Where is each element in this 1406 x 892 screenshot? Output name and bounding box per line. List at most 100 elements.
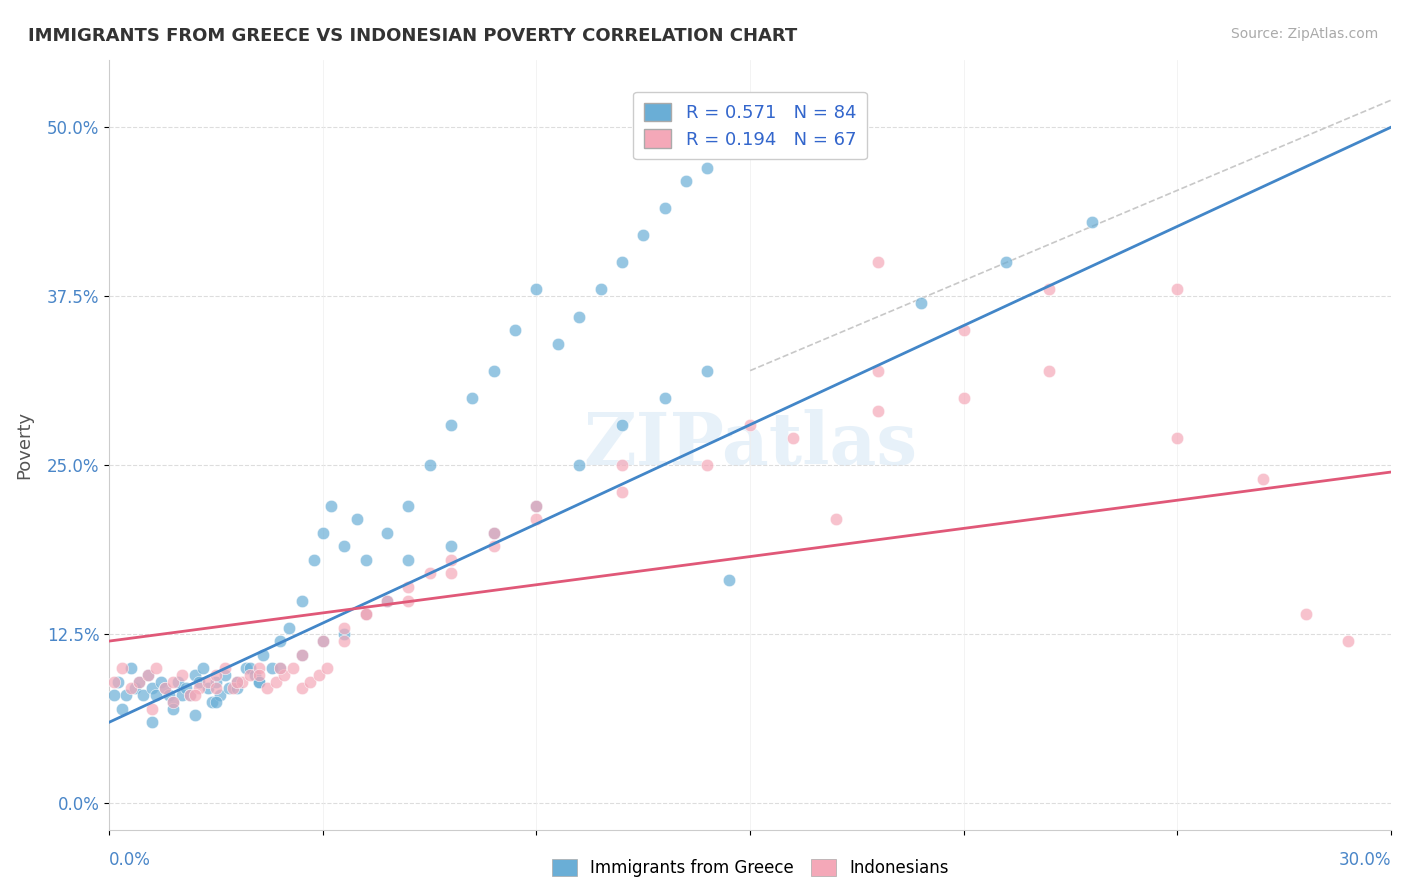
Point bbox=[247, 674, 270, 689]
Point bbox=[654, 202, 676, 216]
Point bbox=[375, 593, 398, 607]
Point bbox=[482, 363, 505, 377]
Point bbox=[222, 681, 245, 696]
Point bbox=[162, 701, 184, 715]
Point bbox=[1295, 607, 1317, 621]
Point bbox=[308, 668, 330, 682]
Point bbox=[610, 255, 633, 269]
Point bbox=[333, 621, 356, 635]
Point bbox=[1166, 431, 1188, 445]
Point bbox=[1166, 283, 1188, 297]
Point bbox=[269, 634, 291, 648]
Point bbox=[1081, 215, 1104, 229]
Point bbox=[696, 458, 718, 473]
Text: Source: ZipAtlas.com: Source: ZipAtlas.com bbox=[1230, 27, 1378, 41]
Point bbox=[1337, 634, 1360, 648]
Point bbox=[419, 566, 441, 581]
Point bbox=[396, 499, 419, 513]
Point bbox=[375, 525, 398, 540]
Text: 30.0%: 30.0% bbox=[1339, 851, 1391, 869]
Point bbox=[952, 323, 974, 337]
Point bbox=[675, 174, 697, 188]
Point bbox=[526, 499, 548, 513]
Point bbox=[273, 668, 295, 682]
Point bbox=[107, 674, 129, 689]
Point bbox=[141, 681, 163, 696]
Point bbox=[183, 688, 205, 702]
Point bbox=[868, 404, 890, 418]
Point bbox=[696, 363, 718, 377]
Point bbox=[269, 661, 291, 675]
Point bbox=[1038, 363, 1060, 377]
Point bbox=[910, 296, 932, 310]
Point bbox=[174, 681, 197, 696]
Point bbox=[281, 661, 304, 675]
Point bbox=[333, 634, 356, 648]
Point bbox=[256, 681, 278, 696]
Point bbox=[247, 668, 270, 682]
Point bbox=[396, 593, 419, 607]
Point bbox=[503, 323, 526, 337]
Point bbox=[354, 607, 377, 621]
Point bbox=[482, 525, 505, 540]
Point bbox=[239, 661, 262, 675]
Point bbox=[440, 417, 463, 432]
Point bbox=[868, 363, 890, 377]
Point bbox=[277, 621, 299, 635]
Point bbox=[717, 573, 740, 587]
Point bbox=[141, 701, 163, 715]
Point bbox=[145, 688, 167, 702]
Point bbox=[145, 661, 167, 675]
Point bbox=[290, 648, 312, 662]
Point bbox=[526, 512, 548, 526]
Point bbox=[375, 593, 398, 607]
Point bbox=[183, 708, 205, 723]
Point bbox=[197, 681, 219, 696]
Point bbox=[868, 255, 890, 269]
Point bbox=[111, 661, 134, 675]
Point bbox=[633, 228, 655, 243]
Point bbox=[526, 499, 548, 513]
Point bbox=[1251, 472, 1274, 486]
Point bbox=[290, 593, 312, 607]
Point bbox=[153, 681, 176, 696]
Point bbox=[162, 674, 184, 689]
Point bbox=[264, 674, 287, 689]
Point bbox=[321, 499, 343, 513]
Point bbox=[166, 674, 188, 689]
Point bbox=[482, 525, 505, 540]
Point bbox=[170, 688, 193, 702]
Point bbox=[547, 336, 569, 351]
Point bbox=[197, 674, 219, 689]
Point bbox=[440, 540, 463, 554]
Point bbox=[124, 681, 146, 696]
Point bbox=[610, 458, 633, 473]
Point bbox=[290, 648, 312, 662]
Point bbox=[179, 688, 201, 702]
Point bbox=[354, 553, 377, 567]
Point bbox=[141, 715, 163, 730]
Point bbox=[111, 701, 134, 715]
Point bbox=[243, 668, 266, 682]
Point bbox=[218, 681, 240, 696]
Point bbox=[610, 417, 633, 432]
Point bbox=[1038, 283, 1060, 297]
Point bbox=[205, 681, 228, 696]
Y-axis label: Poverty: Poverty bbox=[15, 411, 32, 479]
Point bbox=[201, 695, 224, 709]
Point bbox=[461, 391, 484, 405]
Point bbox=[149, 674, 172, 689]
Point bbox=[157, 688, 180, 702]
Point bbox=[654, 391, 676, 405]
Text: IMMIGRANTS FROM GREECE VS INDONESIAN POVERTY CORRELATION CHART: IMMIGRANTS FROM GREECE VS INDONESIAN POV… bbox=[28, 27, 797, 45]
Point bbox=[526, 283, 548, 297]
Point bbox=[396, 580, 419, 594]
Point bbox=[346, 512, 368, 526]
Point bbox=[440, 553, 463, 567]
Point bbox=[824, 512, 846, 526]
Point bbox=[589, 283, 612, 297]
Point bbox=[162, 695, 184, 709]
Point bbox=[316, 661, 339, 675]
Point bbox=[782, 431, 804, 445]
Point bbox=[247, 674, 270, 689]
